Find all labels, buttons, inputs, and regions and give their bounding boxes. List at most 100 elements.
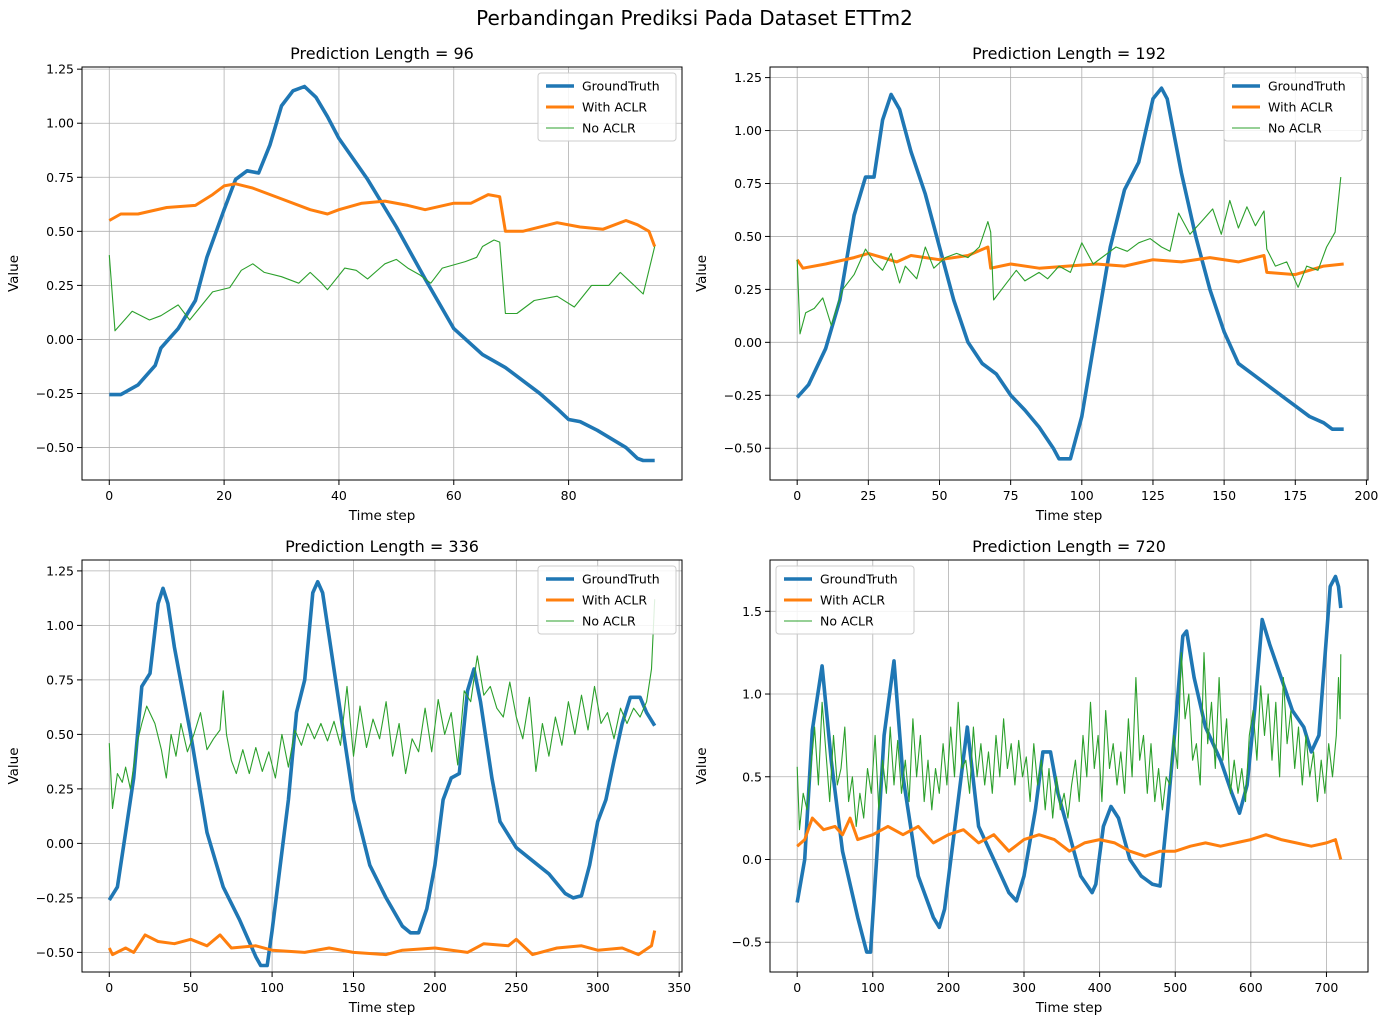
x-tick-label: 500 <box>1163 980 1187 995</box>
legend-box <box>537 72 677 142</box>
x-tick-label: 350 <box>667 980 691 995</box>
subplot-title: Prediction Length = 336 <box>285 537 479 556</box>
legend-label: With ACLR <box>1268 100 1333 115</box>
subplot-3: 0 50 100 150 200 250 300 350 −0.50 −0.25 0.00 0.25 0… <box>6 537 691 1016</box>
y-tick-label: 1.25 <box>46 563 74 578</box>
y-axis-label: Value <box>6 255 22 292</box>
series-line-with-aclr <box>796 816 1343 860</box>
y-tick-label: 1.0 <box>742 687 762 702</box>
y-tick-label: 0.25 <box>734 282 762 297</box>
y-tick-label: −0.25 <box>36 386 74 401</box>
axes-frame <box>769 66 1369 481</box>
y-tick-label: 0.0 <box>742 852 762 867</box>
series-line-groundtruth <box>109 84 655 463</box>
series-line-groundtruth <box>795 574 1343 954</box>
x-tick-label: 100 <box>1070 488 1094 503</box>
axes-frame <box>769 559 1369 973</box>
x-tick-label: 250 <box>504 980 528 995</box>
y-axis-label: Value <box>6 747 22 784</box>
y-tick-label: 0.00 <box>46 332 74 347</box>
x-tick-label: 200 <box>1355 488 1379 503</box>
x-tick-label: 40 <box>331 488 347 503</box>
x-tick-label: 50 <box>932 488 948 503</box>
x-tick-label: 100 <box>861 980 885 995</box>
subplot-title: Prediction Length = 96 <box>290 44 474 63</box>
legend-box <box>1223 72 1363 142</box>
x-tick-label: 600 <box>1239 980 1263 995</box>
legend-box <box>537 565 677 635</box>
y-tick-label: 1.00 <box>46 618 74 633</box>
legend-label: With ACLR <box>820 593 885 608</box>
x-tick-label: 80 <box>561 488 577 503</box>
series-line-with-aclr <box>107 930 657 957</box>
series-line-no-aclr <box>796 652 1342 831</box>
series-line-no-aclr <box>108 239 656 332</box>
x-tick-label: 0 <box>793 488 801 503</box>
axes-frame <box>81 559 683 973</box>
legend: GroundTruth With ACLR No ACLR <box>1223 72 1363 142</box>
y-tick-label: 1.00 <box>46 116 74 131</box>
y-tick-label: 0.75 <box>734 176 762 191</box>
x-tick-label: 100 <box>260 980 284 995</box>
subplot-2: 0 25 50 75 100 125 150 175 200 −0.50 −0.25 0.00 0.25… <box>694 44 1378 524</box>
y-tick-label: −0.25 <box>724 388 762 403</box>
axes-frame <box>81 66 683 481</box>
x-tick-label: 300 <box>1012 980 1036 995</box>
y-tick-label: 1.5 <box>742 604 762 619</box>
y-tick-label: −0.5 <box>732 935 762 950</box>
y-tick-label: −0.50 <box>724 441 762 456</box>
y-tick-label: 0.00 <box>734 335 762 350</box>
y-tick-label: 0.25 <box>46 278 74 293</box>
x-tick-label: 0 <box>105 488 113 503</box>
legend: GroundTruth With ACLR No ACLR <box>775 565 915 635</box>
x-tick-label: 200 <box>936 980 960 995</box>
x-axis-label: Time step <box>1035 508 1103 524</box>
series-line-groundtruth <box>795 86 1344 461</box>
figure-title: Perbandingan Prediksi Pada Dataset ETTm2 <box>476 6 913 30</box>
x-tick-label: 700 <box>1315 980 1339 995</box>
x-axis-label: Time step <box>348 1000 416 1016</box>
y-tick-label: 1.00 <box>734 123 762 138</box>
y-axis-label: Value <box>694 255 710 292</box>
x-tick-label: 0 <box>105 980 113 995</box>
x-tick-label: 125 <box>1141 488 1165 503</box>
legend: GroundTruth With ACLR No ACLR <box>537 565 677 635</box>
legend-label: GroundTruth <box>1268 79 1346 94</box>
x-tick-label: 75 <box>1003 488 1019 503</box>
series-line-groundtruth <box>107 580 657 968</box>
x-tick-label: 175 <box>1283 488 1307 503</box>
y-tick-label: −0.50 <box>36 440 74 455</box>
x-tick-label: 25 <box>860 488 876 503</box>
legend-label: No ACLR <box>582 614 636 629</box>
y-axis-label: Value <box>694 747 710 784</box>
y-tick-label: 0.5 <box>742 769 762 784</box>
legend: GroundTruth With ACLR No ACLR <box>537 72 677 142</box>
x-tick-label: 300 <box>586 980 610 995</box>
subplot-title: Prediction Length = 720 <box>972 537 1166 556</box>
x-axis-label: Time step <box>348 508 416 524</box>
y-tick-label: −0.50 <box>36 945 74 960</box>
legend-label: With ACLR <box>582 593 647 608</box>
series-line-no-aclr <box>108 599 656 810</box>
y-tick-label: 1.25 <box>734 70 762 85</box>
y-tick-label: 0.00 <box>46 836 74 851</box>
legend-label: GroundTruth <box>582 572 660 587</box>
y-tick-label: 0.50 <box>734 229 762 244</box>
y-tick-label: 0.50 <box>46 224 74 239</box>
x-tick-label: 400 <box>1088 980 1112 995</box>
x-tick-label: 0 <box>793 980 801 995</box>
y-tick-label: 1.25 <box>46 62 74 77</box>
y-tick-label: 0.75 <box>46 672 74 687</box>
y-tick-label: −0.25 <box>36 890 74 905</box>
legend-box <box>775 565 915 635</box>
x-tick-label: 60 <box>446 488 462 503</box>
legend-label: With ACLR <box>582 100 647 115</box>
y-tick-label: 0.75 <box>46 170 74 185</box>
subplot-1: 0 20 40 60 80 −0.50 −0.25 0.00 0.25 0.50 0.75 1.00 1… <box>6 44 683 524</box>
series-line-with-aclr <box>795 245 1344 277</box>
x-tick-label: 50 <box>183 980 199 995</box>
series-line-no-aclr <box>796 177 1342 335</box>
legend-label: GroundTruth <box>582 79 660 94</box>
y-tick-label: 0.50 <box>46 727 74 742</box>
